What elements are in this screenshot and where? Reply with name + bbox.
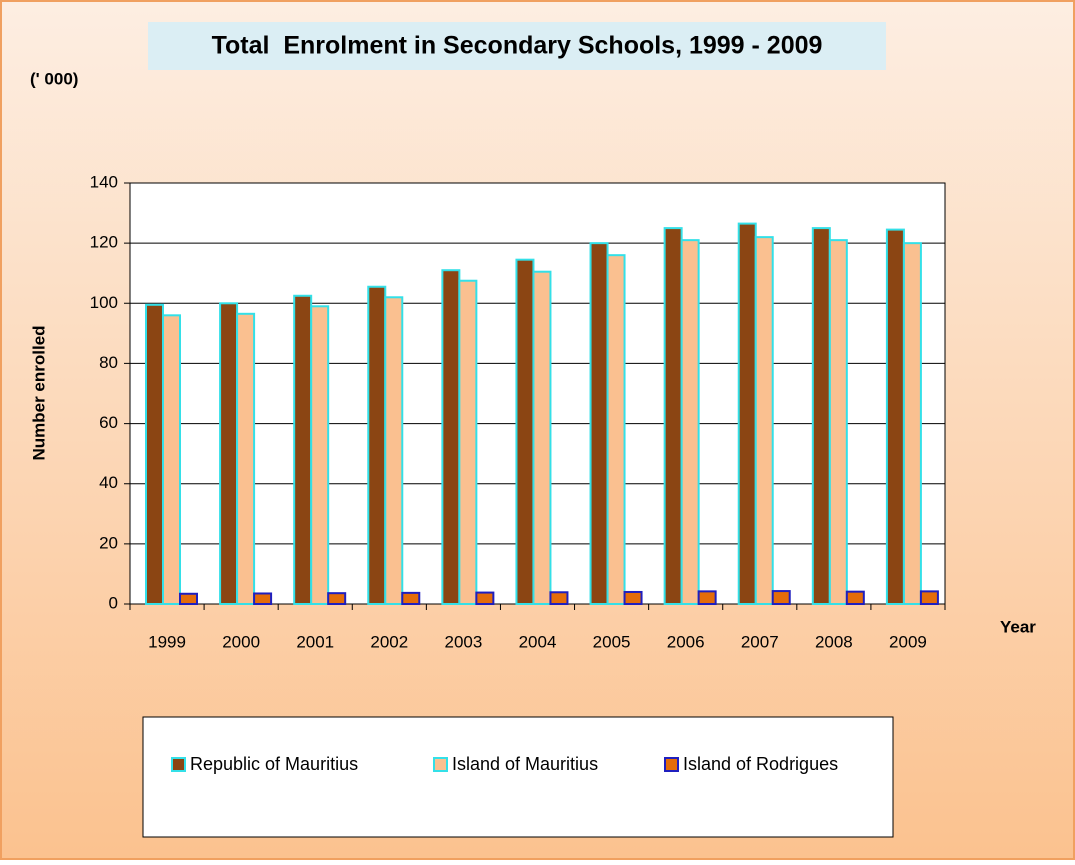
bar [811, 227, 831, 605]
x-tick-label: 2002 [370, 632, 408, 651]
bar [532, 270, 552, 605]
legend-swatch [171, 757, 186, 772]
legend-label: Island of Mauritius [452, 754, 598, 774]
x-tick-label: 2007 [741, 632, 779, 651]
bar [458, 279, 478, 605]
x-tick-label: 2008 [815, 632, 853, 651]
y-axis-label: Number enrolled [29, 325, 48, 460]
y-tick-label: 120 [90, 233, 118, 252]
y-tick-label: 80 [99, 353, 118, 372]
y-tick-label: 100 [90, 293, 118, 312]
bar [771, 590, 791, 605]
bar [401, 591, 421, 606]
x-tick-label: 2005 [593, 632, 631, 651]
chart-title: Total Enrolment in Secondary Schools, 19… [212, 32, 823, 60]
bar [310, 305, 330, 605]
x-axis-label: Year [1000, 617, 1036, 636]
y-tick-label: 140 [90, 172, 118, 191]
bar [680, 239, 700, 605]
x-tick-label: 2003 [444, 632, 482, 651]
legend-swatch [664, 757, 679, 772]
legend-swatch [433, 757, 448, 772]
y-tick-label: 40 [99, 473, 118, 492]
y-tick-label: 20 [99, 533, 118, 552]
bar [384, 296, 404, 605]
title-box [148, 22, 886, 70]
bar [441, 269, 461, 605]
y-tick-label: 0 [109, 593, 118, 612]
bar [549, 591, 569, 606]
x-tick-label: 2009 [889, 632, 927, 651]
bar [253, 592, 273, 605]
x-tick-label: 2001 [296, 632, 334, 651]
bar [885, 228, 905, 605]
legend-label: Republic of Mauritius [190, 754, 358, 774]
bar [367, 285, 387, 605]
bar [623, 590, 643, 606]
unit-label: (' 000) [30, 69, 78, 88]
legend-label: Island of Rodrigues [683, 754, 838, 774]
bar [754, 236, 774, 605]
bar [589, 242, 609, 605]
legend [142, 716, 894, 838]
bar [902, 242, 922, 605]
x-tick-label: 1999 [148, 632, 186, 651]
bar [327, 592, 347, 605]
bar [145, 303, 164, 605]
x-tick-label: 2004 [519, 632, 557, 651]
bar [737, 222, 757, 605]
bar [845, 590, 865, 606]
x-tick-label: 2000 [222, 632, 260, 651]
bar [293, 294, 313, 605]
bar [919, 590, 939, 605]
bar [219, 302, 239, 605]
bar [475, 591, 495, 606]
y-tick-label: 60 [99, 413, 118, 432]
bar [828, 239, 848, 605]
bar [515, 258, 535, 605]
bar [663, 227, 683, 605]
x-tick-label: 2006 [667, 632, 705, 651]
bar [162, 314, 181, 605]
bar [179, 592, 198, 605]
bar [697, 590, 717, 605]
bar [236, 312, 256, 605]
bar [606, 254, 626, 606]
